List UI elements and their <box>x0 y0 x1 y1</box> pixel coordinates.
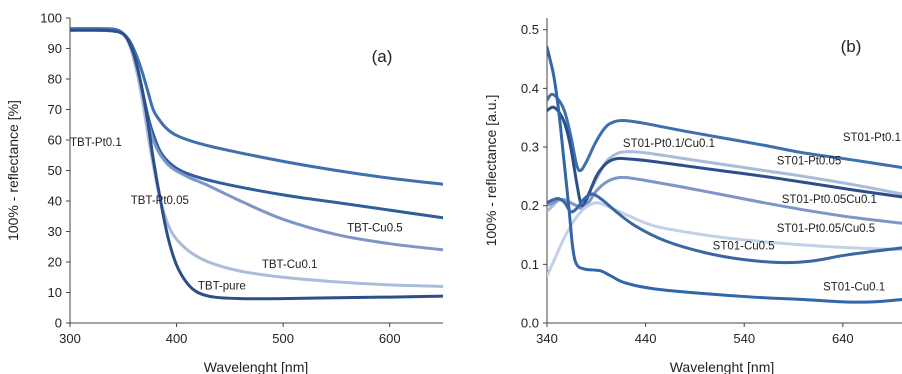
y-tick-label: 50 <box>48 163 62 178</box>
series-line-3 <box>70 28 443 288</box>
series-label-1: ST01-Pt0.1/Cu0.1 <box>623 138 715 150</box>
y-tick-label: 60 <box>48 133 62 148</box>
y-axis-label: 100% - reflectance [a.u.] <box>483 95 499 247</box>
y-tick-label: 0.2 <box>521 198 539 213</box>
series-label-0: TBT-Pt0.1 <box>70 137 122 149</box>
x-tick-label: 500 <box>272 331 294 346</box>
y-tick-label: 20 <box>48 255 62 270</box>
y-tick-label: 40 <box>48 194 62 209</box>
y-tick-label: 10 <box>48 285 62 300</box>
y-tick-label: 90 <box>48 41 62 56</box>
series-line-0 <box>547 92 902 173</box>
series-line-4 <box>547 201 902 278</box>
series-label-3: TBT-Cu0.1 <box>262 259 318 271</box>
x-tick-label: 540 <box>733 331 755 346</box>
y-tick-label: 0.3 <box>521 140 539 155</box>
x-tick-label: 440 <box>635 331 657 346</box>
x-tick-label: 300 <box>59 331 81 346</box>
series-label-4: TBT-pure <box>198 280 246 292</box>
series-label-3: ST01-Pt0.05Cu0.1 <box>782 194 877 206</box>
series-label-4: ST01-Pt0.05/Cu0.5 <box>777 223 875 235</box>
series-line-6 <box>547 45 902 304</box>
series-label-0: ST01-Pt0.1 <box>843 132 901 144</box>
y-tick-label: 0 <box>55 316 62 331</box>
x-tick-label: 340 <box>536 331 558 346</box>
y-tick-label: 0.1 <box>521 257 539 272</box>
y-axis-label: 100% - reflectance [%] <box>5 100 21 241</box>
x-axis-label: Wavelenght [nm] <box>670 359 775 374</box>
x-axis-label: Wavelenght [nm] <box>204 359 309 374</box>
series-label-2: TBT-Cu0.5 <box>347 223 403 235</box>
x-tick-label: 640 <box>832 331 854 346</box>
panel-label: (a) <box>372 47 393 66</box>
panel-label: (b) <box>841 37 862 56</box>
series-line-3 <box>547 175 902 225</box>
series-label-2: ST01-Pt0.05 <box>777 156 842 168</box>
y-tick-label: 80 <box>48 72 62 87</box>
series-line-4 <box>70 28 443 301</box>
x-tick-label: 400 <box>166 331 188 346</box>
x-tick-label: 600 <box>379 331 401 346</box>
series-line-2 <box>547 105 902 209</box>
series-label-5: ST01-Cu0.5 <box>713 241 775 253</box>
series-label-6: ST01-Cu0.1 <box>823 282 885 294</box>
chart-panel-0: 0 10 20 30 40 50 60 70 80 90 100 300 400 500 600 Wavele… <box>5 11 443 374</box>
y-tick-label: 70 <box>48 102 62 117</box>
y-tick-label: 100 <box>40 11 62 26</box>
y-tick-label: 0.0 <box>521 316 539 331</box>
y-tick-label: 0.4 <box>521 81 539 96</box>
series-label-1: TBT-Pt0.05 <box>131 195 189 207</box>
chart-panel-1: 0.0 0.1 0.2 0.3 0.4 0.5 340 440 540 640 Wavelenght… <box>483 18 902 374</box>
series-line-5 <box>547 192 902 265</box>
y-tick-label: 30 <box>48 224 62 239</box>
y-tick-label: 0.5 <box>521 22 539 37</box>
